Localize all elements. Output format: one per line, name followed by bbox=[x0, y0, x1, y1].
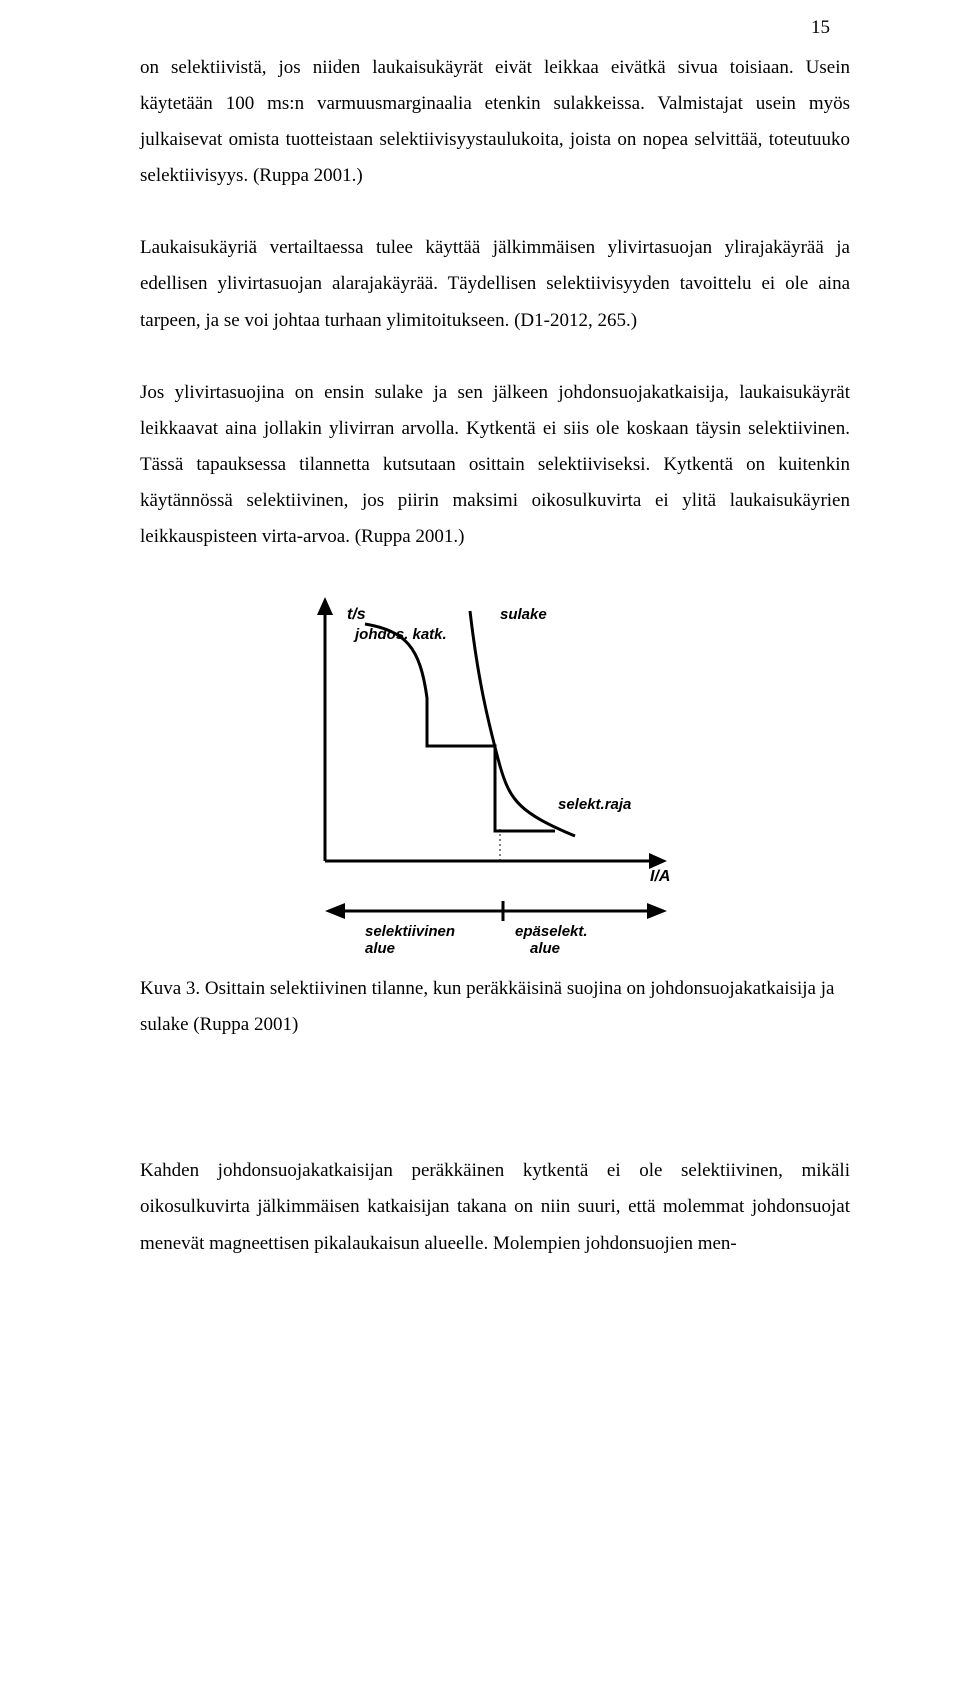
label-selekt-raja: selekt.raja bbox=[558, 796, 631, 813]
label-ia: I/A bbox=[650, 868, 670, 885]
label-epa-alue-2: alue bbox=[530, 940, 560, 957]
paragraph-3: Jos ylivirtasuojina on ensin sulake ja s… bbox=[140, 375, 850, 555]
paragraph-1: on selektiivistä, jos niiden laukaisukäy… bbox=[140, 50, 850, 194]
figure-3-diagram: t/s johdos. katk. sulake selekt.raja I/A… bbox=[255, 591, 735, 961]
curve-johdos-katk bbox=[365, 624, 555, 831]
label-sel-alue-2: alue bbox=[365, 940, 395, 957]
label-epa-alue-1: epäselekt. bbox=[515, 923, 588, 940]
range-arrow-right bbox=[647, 903, 667, 919]
label-sel-alue-1: selektiivinen bbox=[365, 923, 455, 940]
paragraph-4: Kahden johdonsuojakatkaisijan peräkkäine… bbox=[140, 1153, 850, 1261]
label-ts: t/s bbox=[347, 606, 366, 623]
y-axis-arrowhead bbox=[317, 597, 333, 615]
figure-3-caption: Kuva 3. Osittain selektiivinen tilanne, … bbox=[140, 971, 850, 1043]
label-johdos-katk: johdos. katk. bbox=[353, 626, 447, 643]
paragraph-2: Laukaisukäyriä vertailtaessa tulee käytt… bbox=[140, 230, 850, 338]
x-axis-arrowhead bbox=[649, 853, 667, 869]
label-sulake: sulake bbox=[500, 606, 547, 623]
page-number: 15 bbox=[811, 18, 830, 37]
range-arrow-left bbox=[325, 903, 345, 919]
